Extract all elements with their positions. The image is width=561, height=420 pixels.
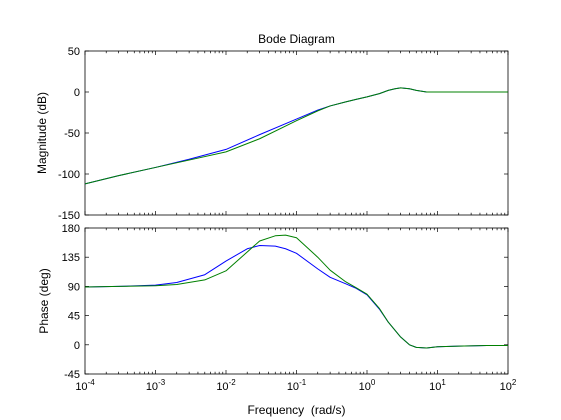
- magnitude-y-tick-label: 0: [74, 87, 80, 99]
- phase-lines: [84, 234, 508, 349]
- phase-axes-box: [84, 227, 509, 375]
- magnitude-series-line-2: [84, 87, 508, 185]
- phase-y-tick-label: 0: [74, 340, 80, 352]
- phase-plot: 10-4 10-3 10-2 10-1 100 101 102-4504590135180 …: [37, 223, 517, 417]
- x-tick-label: 101: [429, 378, 446, 393]
- x-tick-label: 10-2: [216, 378, 236, 393]
- chart-title: Bode Diagram: [258, 32, 335, 46]
- phase-y-tick-label: 180: [62, 223, 80, 235]
- magnitude-y-tick-label: -100: [58, 169, 80, 181]
- phase-y-tick-label: 135: [62, 252, 80, 264]
- x-tick-label: 100: [359, 378, 376, 393]
- magnitude-lines: [84, 87, 508, 185]
- phase-ticks: 10-4 10-3 10-2 10-1 100 101 102 -45 0 45 90 135 180: [62, 223, 517, 393]
- phase-y-tick-label: 90: [68, 281, 80, 293]
- x-tick-label: 102: [500, 378, 517, 393]
- frequency-x-axis-label: Frequency (rad/s): [247, 403, 345, 417]
- x-tick-label: 10-1: [287, 378, 307, 393]
- magnitude-y-tick-label: -50: [64, 128, 80, 140]
- magnitude-y-tick-label: 50: [68, 46, 80, 58]
- phase-y-tick-label: 45: [68, 311, 80, 323]
- magnitude-y-axis-label: Magnitude (dB): [35, 92, 49, 174]
- x-tick-label: 10-3: [146, 378, 166, 393]
- magnitude-ticks: -150 -100 -50 0 50: [58, 46, 509, 222]
- magnitude-axes-box: [84, 50, 509, 216]
- magnitude-y-tick-label: -150: [58, 210, 80, 222]
- phase-series-line-2: [84, 234, 508, 349]
- phase-y-tick-label: -45: [64, 369, 80, 381]
- x-tick-label: 10-4: [75, 378, 95, 393]
- magnitude-plot: -150 -100 -50 0 50 Bode Diagram Magnitude (d…: [35, 32, 509, 222]
- phase-y-axis-label: Phase (deg): [37, 268, 51, 333]
